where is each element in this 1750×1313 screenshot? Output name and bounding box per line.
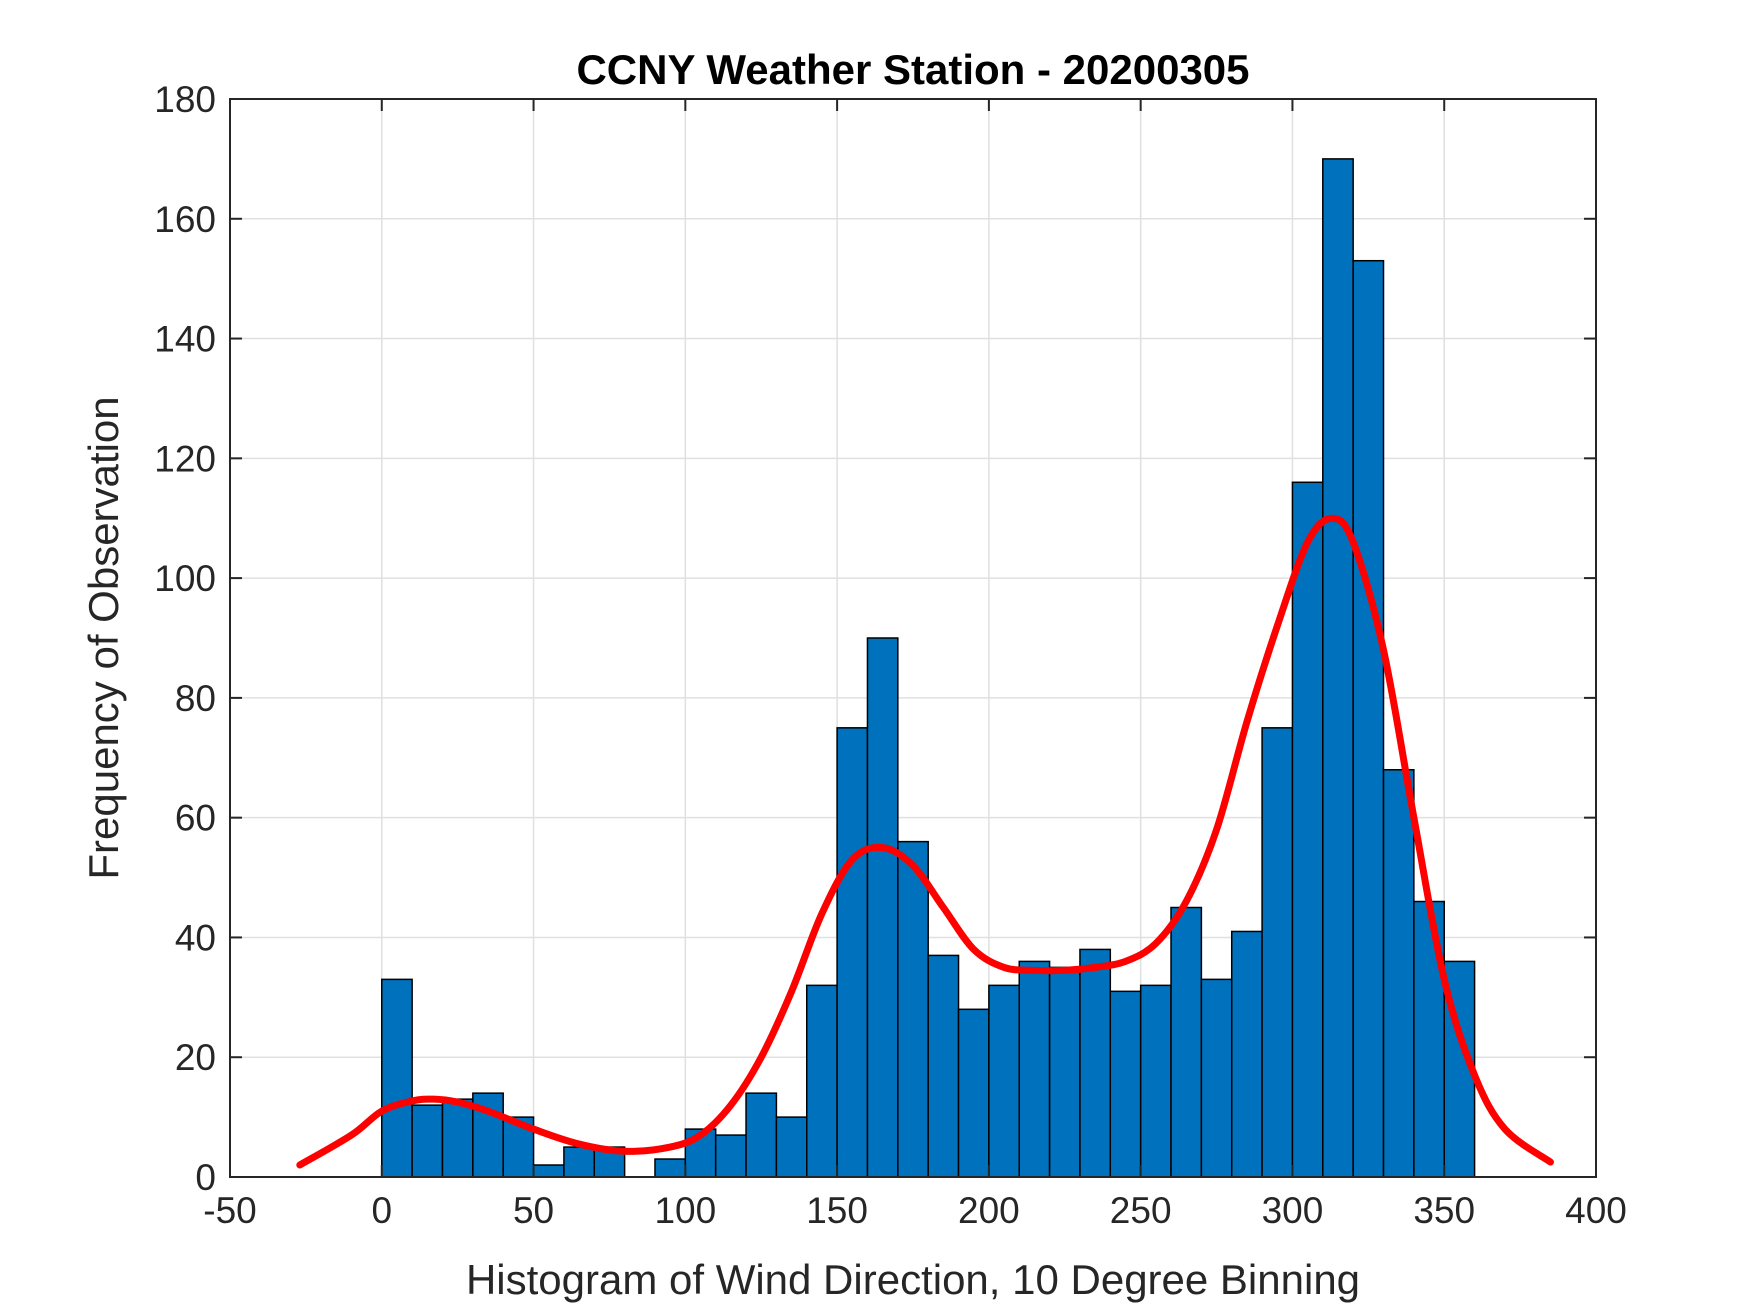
histogram-bar (775, 1116, 808, 1178)
x-tick-label: 300 (1262, 1190, 1324, 1231)
histogram-bar (381, 978, 413, 1178)
x-tick-label: 400 (1565, 1190, 1627, 1231)
x-tick-label: 250 (1110, 1190, 1172, 1231)
histogram-bar (988, 984, 1020, 1178)
histogram-bar (1018, 960, 1051, 1178)
histogram-bar (897, 840, 929, 1178)
histogram-bar (1382, 769, 1415, 1178)
x-tick-label: -50 (203, 1190, 256, 1231)
histogram-bar (836, 727, 869, 1178)
histogram-bar (1352, 259, 1385, 1178)
histogram-bar (957, 1008, 990, 1178)
histogram-bar (563, 1146, 596, 1178)
x-axis-title: Histogram of Wind Direction, 10 Degree B… (466, 1256, 1360, 1303)
y-tick-label: 180 (154, 79, 216, 120)
histogram-bar (714, 1134, 747, 1178)
fit-curve (296, 514, 1554, 1169)
histogram-bar (927, 954, 960, 1178)
x-tick-label: 50 (513, 1190, 554, 1231)
histogram-bar (1200, 978, 1233, 1178)
histogram-bars (381, 158, 1476, 1178)
y-tick-label: 120 (154, 438, 216, 479)
y-tick-label: 160 (154, 199, 216, 240)
histogram-bar (1230, 930, 1263, 1178)
chart-title: CCNY Weather Station - 20200305 (576, 46, 1249, 93)
histogram-bar (411, 1104, 444, 1178)
histogram-bar (654, 1158, 687, 1178)
histogram-bar (745, 1092, 778, 1178)
histogram-bar (1322, 158, 1354, 1178)
x-tick-label: 100 (654, 1190, 716, 1231)
histogram-bar (441, 1098, 474, 1178)
x-tick-labels: -50 0 50 100 150 200 250 300 350 400 (203, 1190, 1627, 1231)
histogram-bar (1291, 481, 1324, 1178)
y-tick-label: 140 (154, 319, 216, 360)
histogram-bar (1261, 727, 1294, 1178)
histogram-bar (806, 984, 838, 1178)
y-tick-label: 20 (175, 1037, 216, 1078)
histogram-bar (1048, 966, 1081, 1178)
y-tick-labels: 0 20 40 60 80 100 120 140 160 180 (154, 79, 216, 1198)
histogram-bar (866, 637, 899, 1178)
x-tick-label: 0 (371, 1190, 392, 1231)
y-tick-label: 80 (175, 678, 216, 719)
histogram-bar (1139, 984, 1172, 1178)
plot-area-box (229, 98, 1597, 1178)
x-tick-label: 200 (958, 1190, 1020, 1231)
x-tick-label: 150 (806, 1190, 868, 1231)
histogram-bar (532, 1164, 565, 1178)
fit-curve-layer (296, 514, 1554, 1169)
axis-ticks (229, 98, 1597, 1178)
histogram-bar (1170, 906, 1203, 1178)
histogram-bar (1109, 990, 1142, 1178)
y-axis-title: Frequency of Observation (80, 396, 127, 879)
x-tick-label: 350 (1413, 1190, 1475, 1231)
y-tick-label: 40 (175, 917, 216, 958)
histogram-bar (1079, 948, 1112, 1178)
y-tick-label: 100 (154, 558, 216, 599)
y-tick-label: 60 (175, 798, 216, 839)
y-tick-label: 0 (195, 1157, 216, 1198)
